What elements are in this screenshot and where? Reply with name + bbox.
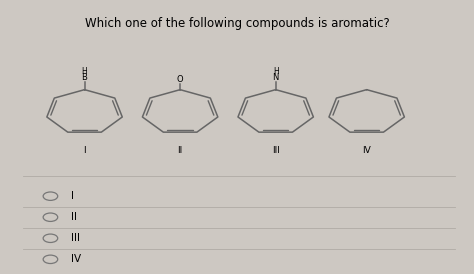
Circle shape — [43, 234, 58, 242]
Text: I: I — [83, 146, 86, 155]
Text: H: H — [273, 67, 279, 76]
Text: IV: IV — [362, 146, 371, 155]
Text: N: N — [273, 73, 279, 82]
Text: IV: IV — [71, 254, 81, 264]
Text: III: III — [272, 146, 280, 155]
Circle shape — [43, 255, 58, 264]
Text: B: B — [82, 73, 88, 82]
Text: I: I — [71, 191, 74, 201]
Text: II: II — [71, 212, 77, 222]
Circle shape — [43, 192, 58, 200]
Text: O: O — [177, 76, 183, 84]
Text: III: III — [71, 233, 80, 243]
Circle shape — [43, 213, 58, 221]
Text: Which one of the following compounds is aromatic?: Which one of the following compounds is … — [85, 17, 389, 30]
Text: II: II — [177, 146, 183, 155]
Text: H: H — [82, 67, 87, 76]
